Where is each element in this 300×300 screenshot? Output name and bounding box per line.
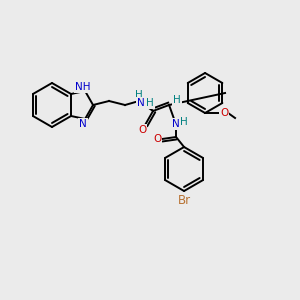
Text: O: O	[138, 125, 146, 135]
Text: Br: Br	[178, 194, 190, 208]
Text: NH: NH	[75, 82, 91, 92]
Text: N: N	[172, 119, 180, 129]
Text: H: H	[173, 95, 181, 105]
Text: O: O	[220, 108, 228, 118]
Text: N: N	[79, 119, 87, 129]
Text: H: H	[146, 98, 154, 108]
Text: H: H	[135, 90, 143, 100]
Text: O: O	[153, 134, 161, 144]
Text: H: H	[180, 117, 188, 127]
Text: N: N	[137, 98, 145, 108]
